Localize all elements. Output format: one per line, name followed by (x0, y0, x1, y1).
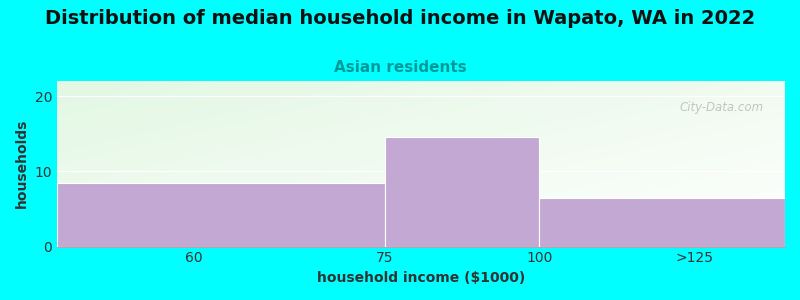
X-axis label: household income ($1000): household income ($1000) (317, 271, 525, 285)
Bar (385, 137, 539, 247)
Text: Asian residents: Asian residents (334, 60, 466, 75)
Bar (57, 183, 385, 247)
Y-axis label: households: households (15, 119, 29, 208)
Text: City-Data.com: City-Data.com (679, 101, 763, 114)
Text: Distribution of median household income in Wapato, WA in 2022: Distribution of median household income … (45, 9, 755, 28)
Bar (539, 198, 785, 247)
